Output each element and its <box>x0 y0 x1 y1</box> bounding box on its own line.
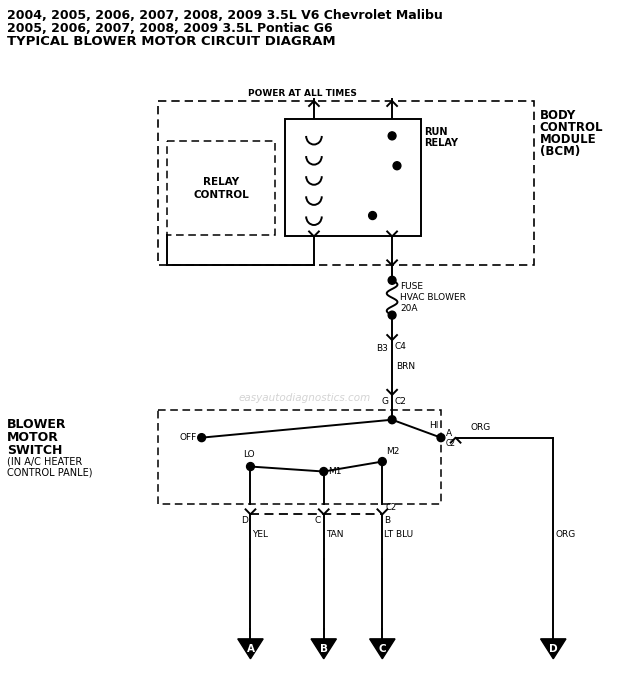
Bar <box>158 410 441 505</box>
Bar <box>158 101 534 265</box>
Text: D: D <box>240 517 248 525</box>
Text: ORG: ORG <box>555 530 575 539</box>
Text: C2: C2 <box>385 503 396 512</box>
Circle shape <box>388 312 396 319</box>
Text: BRN: BRN <box>396 363 415 372</box>
Text: SWITCH: SWITCH <box>7 444 62 456</box>
Text: C2: C2 <box>394 397 406 406</box>
Circle shape <box>247 463 255 470</box>
Text: CONTROL: CONTROL <box>193 190 249 200</box>
Text: MOTOR: MOTOR <box>7 430 59 444</box>
Text: BODY: BODY <box>540 109 576 122</box>
Circle shape <box>378 458 386 466</box>
Text: C2: C2 <box>446 439 456 448</box>
Text: LT BLU: LT BLU <box>384 530 413 539</box>
Bar <box>167 141 275 235</box>
Text: A: A <box>247 644 255 654</box>
Polygon shape <box>311 639 336 659</box>
Text: CONTROL PANLE): CONTROL PANLE) <box>7 468 93 477</box>
Polygon shape <box>238 639 263 659</box>
Text: FUSE: FUSE <box>400 282 423 291</box>
Circle shape <box>388 276 396 284</box>
Polygon shape <box>370 639 395 659</box>
Text: ORG: ORG <box>470 423 491 432</box>
Text: RELAY: RELAY <box>203 177 239 187</box>
Circle shape <box>388 132 396 140</box>
Text: D: D <box>549 644 557 654</box>
Text: B: B <box>320 644 328 654</box>
Text: (BCM): (BCM) <box>540 145 580 158</box>
Text: TAN: TAN <box>326 530 343 539</box>
Text: A: A <box>446 429 452 438</box>
Text: 20A: 20A <box>400 304 417 313</box>
Text: (IN A/C HEATER: (IN A/C HEATER <box>7 456 82 467</box>
Text: M2: M2 <box>386 447 400 456</box>
Text: B3: B3 <box>376 344 388 353</box>
Bar <box>285 119 421 237</box>
Text: HVAC BLOWER: HVAC BLOWER <box>400 293 466 302</box>
Text: G: G <box>381 397 388 406</box>
Circle shape <box>393 162 401 169</box>
Text: 2004, 2005, 2006, 2007, 2008, 2009 3.5L V6 Chevrolet Malibu: 2004, 2005, 2006, 2007, 2008, 2009 3.5L … <box>7 9 443 22</box>
Text: CONTROL: CONTROL <box>540 121 603 134</box>
Text: POWER AT ALL TIMES: POWER AT ALL TIMES <box>248 89 357 98</box>
Text: RUN: RUN <box>425 127 448 137</box>
Text: LO: LO <box>243 449 255 459</box>
Text: M1: M1 <box>328 467 341 476</box>
Circle shape <box>437 434 445 442</box>
Text: BLOWER: BLOWER <box>7 418 67 430</box>
Circle shape <box>369 211 376 220</box>
Circle shape <box>320 468 328 475</box>
Text: TYPICAL BLOWER MOTOR CIRCUIT DIAGRAM: TYPICAL BLOWER MOTOR CIRCUIT DIAGRAM <box>7 35 336 48</box>
Text: OFF: OFF <box>179 433 197 442</box>
Text: B: B <box>384 517 391 525</box>
Text: HI: HI <box>429 421 438 430</box>
Text: easyautodiagnostics.com: easyautodiagnostics.com <box>238 393 370 402</box>
Text: C: C <box>315 517 321 525</box>
Polygon shape <box>541 639 566 659</box>
Text: MODULE: MODULE <box>540 133 596 146</box>
Text: C4: C4 <box>394 342 406 351</box>
Circle shape <box>198 434 206 442</box>
Text: 2005, 2006, 2007, 2008, 2009 3.5L Pontiac G6: 2005, 2006, 2007, 2008, 2009 3.5L Pontia… <box>7 22 333 35</box>
Circle shape <box>388 416 396 423</box>
Text: C: C <box>378 644 386 654</box>
Text: YEL: YEL <box>252 530 268 539</box>
Text: RELAY: RELAY <box>425 138 459 148</box>
